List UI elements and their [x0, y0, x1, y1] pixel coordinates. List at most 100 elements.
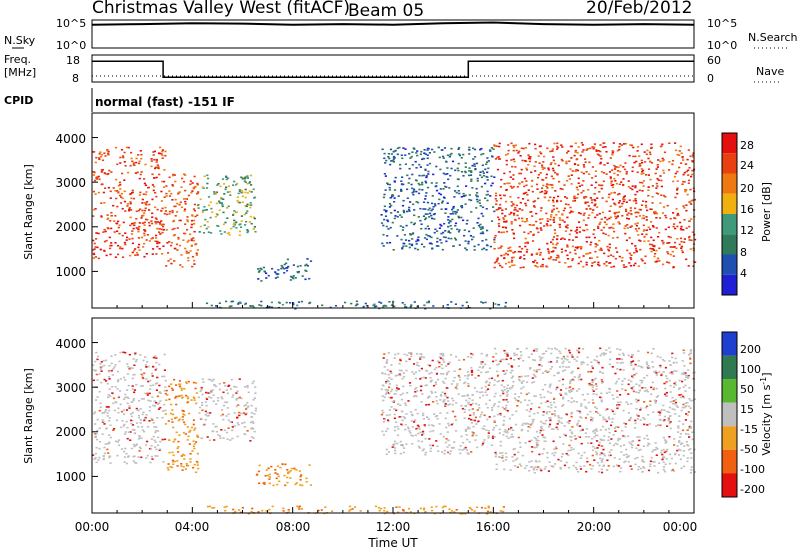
- data-cell: [99, 406, 102, 409]
- data-cell: [516, 186, 519, 188]
- data-cell: [399, 163, 402, 166]
- data-cell: [99, 248, 102, 251]
- data-cell: [229, 421, 232, 423]
- data-cell: [434, 391, 437, 394]
- data-cell: [199, 417, 202, 420]
- data-cell: [186, 396, 189, 398]
- data-cell: [662, 404, 665, 407]
- data-cell: [462, 153, 465, 156]
- data-cell: [160, 224, 164, 227]
- data-cell: [423, 356, 426, 359]
- data-cell: [689, 352, 692, 355]
- data-cell: [270, 306, 274, 308]
- data-cell: [568, 391, 571, 393]
- data-cell: [424, 195, 427, 197]
- data-cell: [683, 379, 687, 381]
- data-cell: [502, 506, 505, 508]
- data-cell: [99, 368, 103, 370]
- data-cell: [121, 172, 124, 175]
- data-cell: [383, 193, 386, 196]
- data-cell: [235, 211, 238, 213]
- data-cell: [393, 408, 396, 410]
- data-cell: [564, 262, 567, 264]
- data-cell: [464, 170, 467, 173]
- data-cell: [244, 205, 247, 207]
- data-cell: [446, 202, 449, 204]
- data-cell: [655, 387, 658, 390]
- data-cell: [513, 212, 516, 215]
- data-cell: [98, 427, 101, 430]
- data-cell: [511, 229, 514, 231]
- data-cell: [233, 219, 236, 222]
- data-cell: [447, 216, 450, 218]
- data-cell: [473, 419, 476, 422]
- data-cell: [475, 194, 478, 196]
- data-cell: [630, 144, 633, 147]
- data-cell: [499, 197, 503, 200]
- data-cell: [482, 232, 485, 235]
- data-cell: [688, 167, 691, 169]
- data-cell: [634, 198, 637, 200]
- data-cell: [479, 148, 482, 151]
- data-cell: [182, 413, 185, 415]
- data-cell: [636, 418, 639, 420]
- data-cell: [495, 424, 498, 427]
- data-cell: [497, 231, 500, 233]
- data-cell: [594, 383, 598, 385]
- data-cell: [401, 419, 404, 422]
- data-cell: [217, 182, 220, 185]
- data-cell: [557, 458, 560, 461]
- data-cell: [144, 392, 147, 395]
- data-cell: [511, 259, 514, 262]
- data-cell: [382, 399, 385, 402]
- data-cell: [555, 207, 559, 210]
- data-cell: [545, 212, 548, 215]
- data-cell: [114, 385, 117, 388]
- data-cell: [213, 193, 216, 195]
- data-cell: [380, 413, 384, 416]
- data-cell: [157, 166, 160, 169]
- data-cell: [662, 420, 665, 422]
- data-cell: [655, 192, 658, 194]
- data-cell: [547, 347, 550, 350]
- data-cell: [435, 505, 438, 508]
- data-cell: [252, 306, 256, 309]
- data-cell: [144, 364, 147, 366]
- nsky-panel: N.Sky 10^5 10^0 10^5 10^0 N.Search: [4, 17, 798, 52]
- data-cell: [182, 431, 185, 434]
- data-cell: [103, 452, 106, 455]
- data-cell: [607, 196, 610, 199]
- data-cell: [621, 215, 624, 217]
- data-cell: [431, 444, 434, 447]
- data-cell: [688, 239, 691, 241]
- data-cell: [221, 397, 224, 400]
- data-cell: [595, 385, 598, 387]
- data-cell: [411, 426, 414, 428]
- data-cell: [145, 444, 148, 446]
- data-cell: [130, 401, 133, 403]
- data-cell: [674, 217, 677, 220]
- data-cell: [385, 381, 388, 383]
- data-cell: [533, 200, 537, 202]
- data-cell: [474, 416, 477, 419]
- data-cell: [484, 168, 487, 171]
- data-cell: [677, 214, 680, 217]
- data-cell: [455, 355, 458, 358]
- data-cell: [227, 419, 230, 422]
- data-cell: [672, 180, 675, 183]
- data-cell: [167, 252, 170, 254]
- data-cell: [602, 448, 605, 451]
- data-cell: [145, 201, 149, 203]
- data-cell: [492, 404, 495, 407]
- data-cell: [169, 466, 172, 468]
- data-cell: [285, 262, 288, 265]
- data-cell: [465, 301, 468, 304]
- data-cell: [612, 227, 615, 230]
- data-cell: [630, 446, 634, 449]
- data-cell: [597, 227, 600, 229]
- data-cell: [102, 231, 105, 233]
- data-cell: [564, 369, 567, 371]
- data-cell: [406, 188, 409, 191]
- data-cell: [492, 356, 495, 358]
- data-cell: [514, 465, 517, 467]
